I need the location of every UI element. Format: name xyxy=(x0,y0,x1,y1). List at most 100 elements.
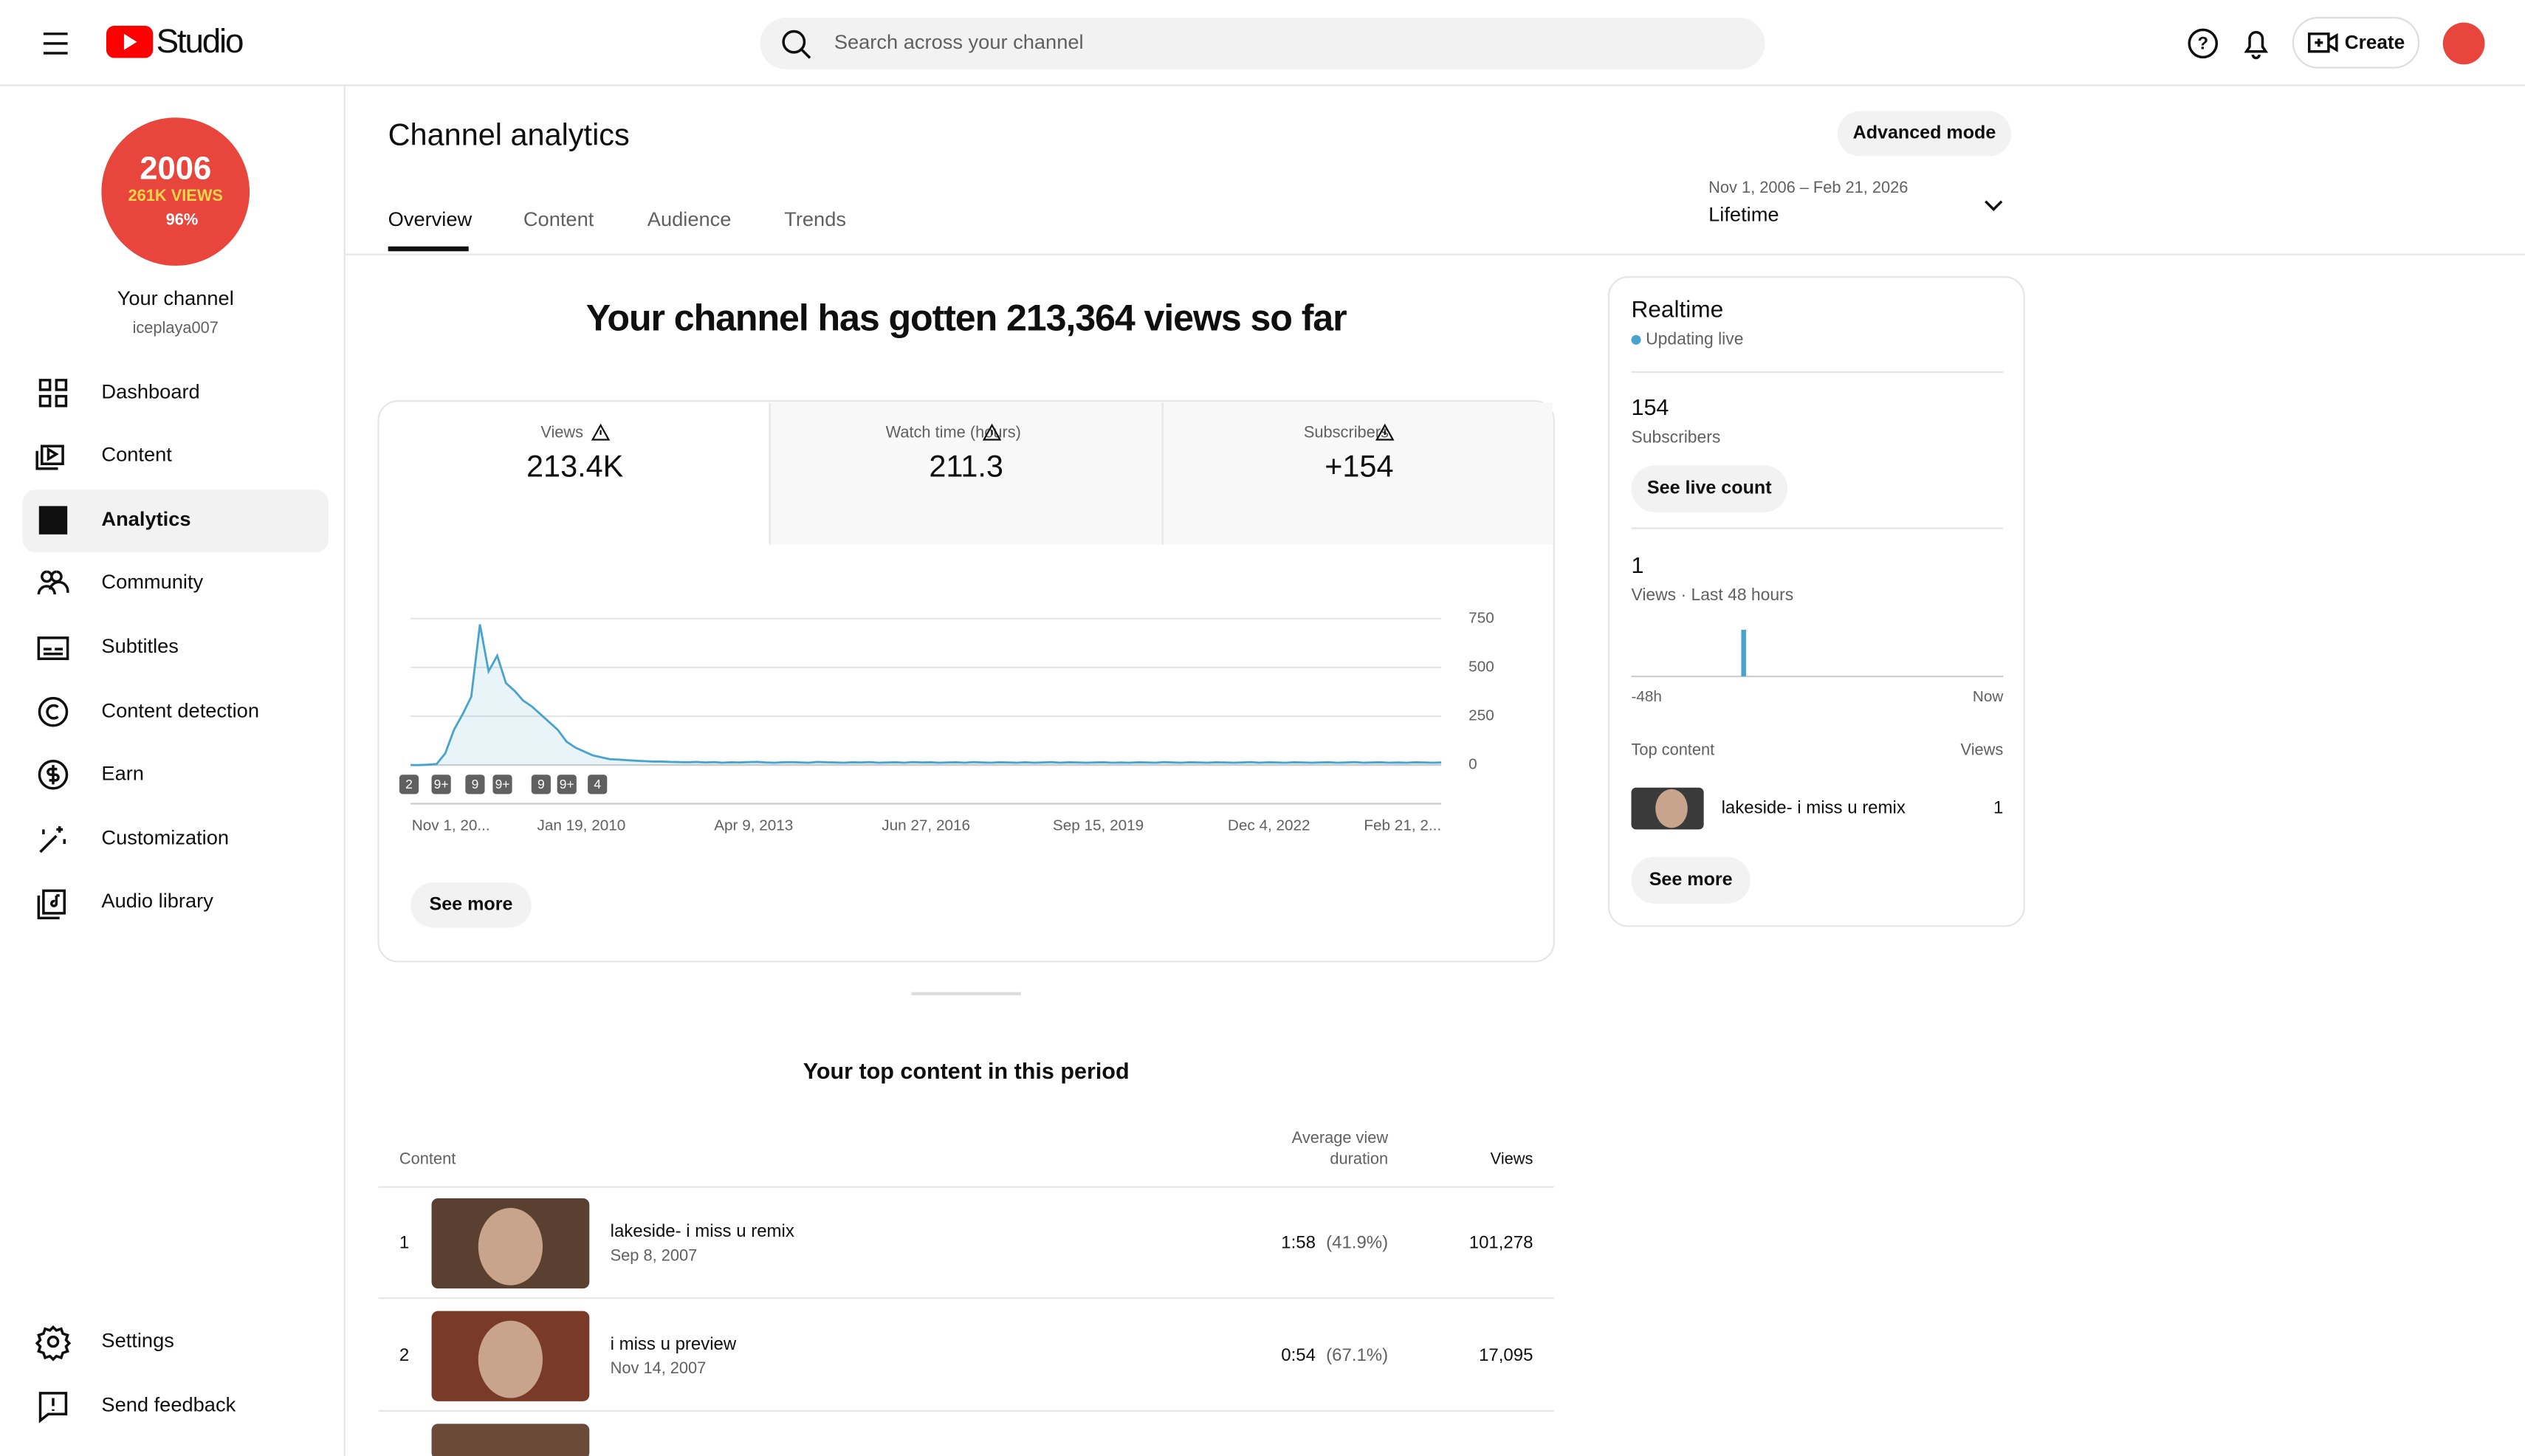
warning-icon xyxy=(982,423,1002,441)
views-header: Views xyxy=(1961,740,2004,758)
see-more-label: See more xyxy=(1649,869,1733,890)
avatar-line: 96% xyxy=(166,210,199,229)
create-button[interactable] xyxy=(2292,16,2420,69)
col-header: Content xyxy=(399,1149,456,1167)
x-tick-label: Nov 1, 20... xyxy=(412,817,490,834)
realtime-title: Realtime xyxy=(1631,295,1723,322)
x-tick-label: Sep 15, 2019 xyxy=(1053,817,1144,834)
tab[interactable]: Content xyxy=(523,207,594,230)
views-label: Views · Last 48 hours xyxy=(1631,585,1793,604)
nav-item[interactable]: Analytics xyxy=(101,507,190,530)
row-percent: (67.1%) xyxy=(1326,1345,1388,1365)
annotation-label: 9+ xyxy=(495,777,510,791)
channel-handle: iceplaya007 xyxy=(133,318,219,337)
nav-item[interactable]: Dashboard xyxy=(101,380,199,402)
annotation-badge[interactable] xyxy=(431,775,451,794)
notifications-icon[interactable] xyxy=(2244,30,2269,60)
metric-value: 213.4K xyxy=(526,449,624,484)
warning-icon xyxy=(1375,423,1395,441)
channel-avatar xyxy=(101,117,250,266)
live-dot xyxy=(1631,334,1641,345)
search-placeholder: Search across your channel xyxy=(834,30,1084,53)
row-duration: 0:54 xyxy=(1281,1345,1316,1365)
nav-item[interactable]: Community xyxy=(101,570,203,593)
nav-item[interactable]: Content detection xyxy=(101,698,259,721)
tab[interactable]: Trends xyxy=(784,207,846,230)
help-icon[interactable] xyxy=(2188,28,2219,59)
views-count: 1 xyxy=(1631,553,1643,578)
nav-item[interactable]: Audio library xyxy=(101,889,213,912)
annotation-badge[interactable] xyxy=(557,775,577,794)
x-tick-label: Dec 4, 2022 xyxy=(1228,817,1310,834)
realtime-card xyxy=(1607,276,2025,927)
nav-item[interactable]: Settings xyxy=(101,1328,174,1351)
annotation-badge[interactable] xyxy=(531,775,551,794)
live-count-button[interactable] xyxy=(1631,465,1788,512)
menu-button[interactable] xyxy=(43,32,68,55)
account-avatar[interactable] xyxy=(2442,22,2485,65)
nav-item[interactable]: Customization xyxy=(101,826,229,849)
advanced-mode-button[interactable] xyxy=(1837,111,2012,157)
x-tick-label: Apr 9, 2013 xyxy=(714,817,793,834)
see-more-button[interactable] xyxy=(410,882,532,928)
row-title[interactable]: i miss u preview xyxy=(611,1334,737,1354)
live-count-label: See live count xyxy=(1647,478,1772,498)
nav-item[interactable]: Send feedback xyxy=(101,1393,236,1416)
top-content-title: Your top content in this period xyxy=(803,1059,1130,1084)
see-more-label: See more xyxy=(430,894,513,915)
top-label: Top content xyxy=(1631,740,1714,758)
logo-play xyxy=(123,33,137,50)
thumbnail[interactable] xyxy=(431,1424,590,1456)
area xyxy=(410,624,1442,766)
headline: Your channel has gotten 213,364 views so… xyxy=(586,297,1347,338)
row-views: 17,095 xyxy=(1479,1345,1533,1365)
create-label: Create xyxy=(2345,31,2405,53)
date-chevron[interactable] xyxy=(1985,200,2003,212)
see-more-button[interactable] xyxy=(1631,856,1751,904)
row-rank: 1 xyxy=(399,1232,409,1252)
annotation-badge[interactable] xyxy=(399,775,419,794)
help-mark: ? xyxy=(2197,33,2208,53)
date-period[interactable]: Lifetime xyxy=(1708,203,1779,226)
metric-label[interactable]: Subscribers xyxy=(1304,423,1389,442)
nav-active-bg xyxy=(22,490,329,553)
row-rank: 2 xyxy=(399,1345,409,1365)
col-header: duration xyxy=(1330,1149,1388,1167)
annotation-badge[interactable] xyxy=(492,775,512,794)
tab-underline xyxy=(388,246,469,252)
nav-item[interactable]: Content xyxy=(101,443,172,466)
tab[interactable]: Overview xyxy=(388,207,473,230)
annotation-badge[interactable] xyxy=(588,775,608,794)
metric-label[interactable]: Views xyxy=(540,423,583,442)
channel-title: Your channel xyxy=(117,286,234,309)
metric-value: 211.3 xyxy=(929,449,1003,484)
y-tick-label: 0 xyxy=(1468,756,1477,773)
y-tick-label: 500 xyxy=(1468,658,1494,675)
warning-icon xyxy=(591,423,611,441)
nav-item[interactable]: Subtitles xyxy=(101,634,179,657)
x-tick-label: Jan 19, 2010 xyxy=(537,817,625,834)
annotation-label: 4 xyxy=(594,777,601,791)
annotation-label: 9 xyxy=(472,777,479,791)
bar xyxy=(1741,629,1746,677)
row-duration: 1:58 xyxy=(1281,1232,1316,1252)
top-item-views: 1 xyxy=(1993,797,2003,817)
nav-item[interactable]: Earn xyxy=(101,761,144,784)
avatar-line: 261K VIEWS xyxy=(128,186,223,205)
realtime-status: Updating live xyxy=(1646,329,1743,348)
axis-start: -48h xyxy=(1631,688,1661,705)
metric-label[interactable]: Watch time (hours) xyxy=(886,423,1021,442)
row-title[interactable]: lakeside- i miss u remix xyxy=(611,1221,794,1241)
search-icon-handle xyxy=(800,49,811,59)
x-tick-label: Jun 27, 2016 xyxy=(882,817,970,834)
annotation-label: 9+ xyxy=(560,777,574,791)
nav-icons xyxy=(35,379,72,1424)
row-date: Sep 8, 2007 xyxy=(611,1246,698,1264)
metric-value: +154 xyxy=(1325,449,1393,484)
top-item-title[interactable]: lakeside- i miss u remix xyxy=(1722,797,1906,817)
annotation-badge[interactable] xyxy=(465,775,485,794)
advanced-mode-label: Advanced mode xyxy=(1853,123,1996,143)
tab[interactable]: Audience xyxy=(647,207,732,230)
search-bar[interactable] xyxy=(760,17,1765,69)
